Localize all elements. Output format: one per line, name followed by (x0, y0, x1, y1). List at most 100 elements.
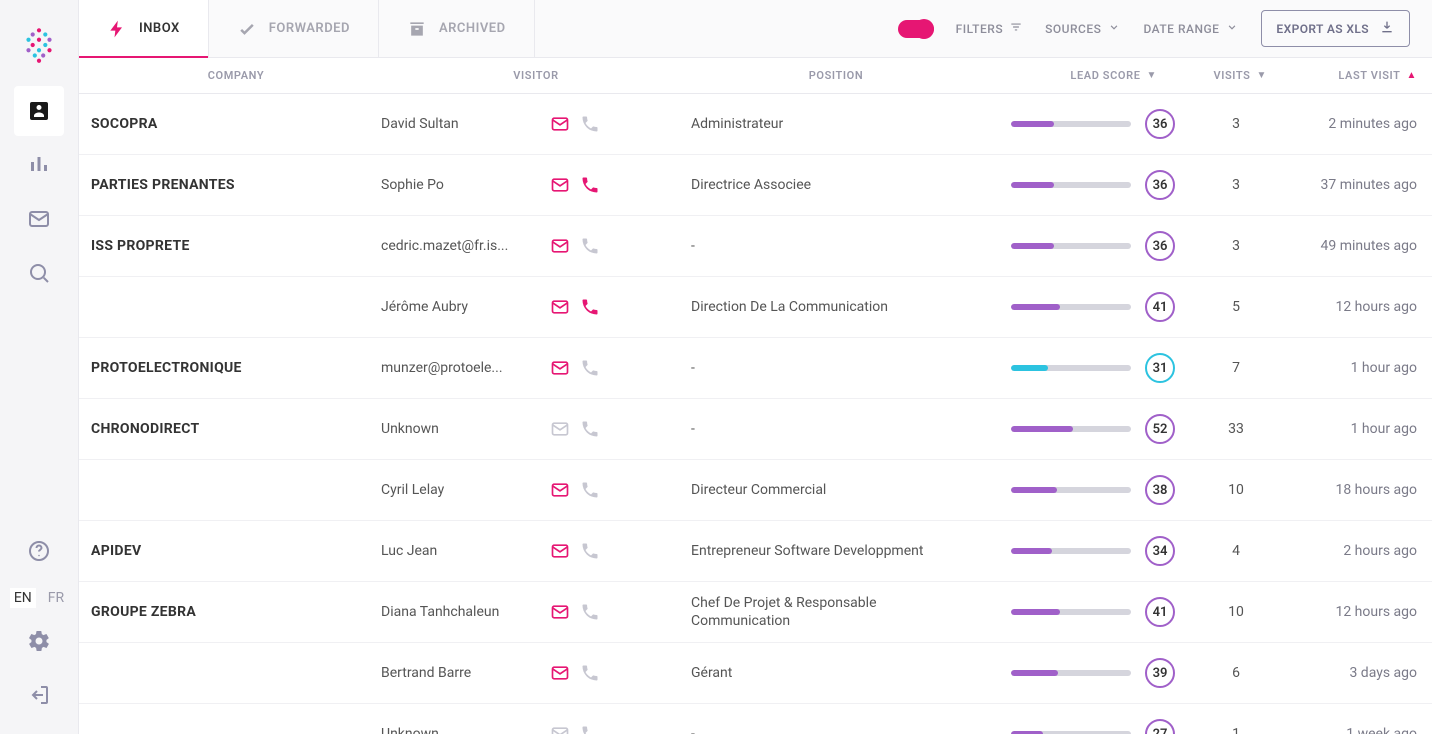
lead-score-badge: 36 (1145, 109, 1175, 139)
lead-score-cell: 52 (981, 414, 1181, 444)
mail-icon[interactable] (550, 480, 570, 500)
contact-icons (550, 236, 600, 256)
lead-score-badge: 27 (1145, 719, 1175, 734)
table-row[interactable]: PROTOELECTRONIQUEmunzer@protoele...-3171… (79, 338, 1432, 399)
lead-score-cell: 36 (981, 231, 1181, 261)
col-last-visit[interactable]: LAST VISIT▲ (1291, 69, 1432, 82)
lang-fr[interactable]: FR (44, 588, 68, 608)
phone-icon[interactable] (580, 297, 600, 317)
phone-icon (580, 236, 600, 256)
filters-button[interactable]: FILTERS (956, 20, 1023, 37)
visitor-name: cedric.mazet@fr.is... (381, 238, 536, 254)
last-visit-cell: 1 hour ago (1291, 421, 1432, 437)
mail-icon[interactable] (550, 541, 570, 561)
table-row[interactable]: Bertrand BarreGérant3963 days ago (79, 643, 1432, 704)
last-visit-cell: 18 hours ago (1291, 482, 1432, 498)
visitor-name: David Sultan (381, 116, 536, 132)
chevron-down-icon (1225, 20, 1239, 37)
lead-score-cell: 41 (981, 597, 1181, 627)
mail-icon[interactable] (550, 358, 570, 378)
visits-cell: 3 (1181, 177, 1291, 193)
lead-score-bar (1011, 670, 1131, 676)
live-toggle[interactable] (898, 20, 934, 38)
col-lead-score[interactable]: LEAD SCORE▼ (981, 69, 1181, 82)
mail-icon[interactable] (550, 236, 570, 256)
table-row[interactable]: PARTIES PRENANTESSophie PoDirectrice Ass… (79, 155, 1432, 216)
phone-icon (580, 724, 600, 734)
check-icon (237, 19, 257, 39)
lead-score-bar (1011, 243, 1131, 249)
sources-label: SOURCES (1045, 22, 1101, 36)
mail-icon[interactable] (550, 297, 570, 317)
mail-icon[interactable] (550, 175, 570, 195)
contact-icons (550, 358, 600, 378)
table-row[interactable]: GROUPE ZEBRADiana TanhchaleunChef De Pro… (79, 582, 1432, 643)
visitor-name: Unknown (381, 421, 536, 437)
lang-en[interactable]: EN (10, 588, 36, 608)
col-position[interactable]: POSITION (691, 69, 981, 82)
visitor-name: Bertrand Barre (381, 665, 536, 681)
mail-icon[interactable] (550, 114, 570, 134)
nav-item-logout[interactable] (14, 670, 64, 720)
nav-item-help[interactable] (14, 526, 64, 576)
table-row[interactable]: CHRONODIRECTUnknown-52331 hour ago (79, 399, 1432, 460)
visitor-name: Cyril Lelay (381, 482, 536, 498)
tab-inbox[interactable]: INBOX (79, 0, 209, 57)
visitor-name: Jérôme Aubry (381, 299, 536, 315)
table-row[interactable]: Jérôme AubryDirection De La Communicatio… (79, 277, 1432, 338)
phone-icon (580, 480, 600, 500)
mail-icon[interactable] (550, 663, 570, 683)
visits-cell: 10 (1181, 482, 1291, 498)
phone-icon (580, 602, 600, 622)
mail-icon[interactable] (550, 602, 570, 622)
nav-item-contacts[interactable] (14, 86, 64, 136)
export-xls-button[interactable]: EXPORT AS XLS (1261, 10, 1410, 47)
table-row[interactable]: SOCOPRADavid SultanAdministrateur3632 mi… (79, 94, 1432, 155)
lead-score-badge: 38 (1145, 475, 1175, 505)
tab-forwarded-label: FORWARDED (269, 21, 350, 36)
date-range-button[interactable]: DATE RANGE (1143, 20, 1239, 37)
company-cell: CHRONODIRECT (91, 421, 381, 437)
lead-score-cell: 38 (981, 475, 1181, 505)
table-header: COMPANY VISITOR POSITION LEAD SCORE▼ VIS… (79, 58, 1432, 94)
contact-icons (550, 419, 600, 439)
sources-button[interactable]: SOURCES (1045, 20, 1121, 37)
visitor-name: munzer@protoele... (381, 360, 536, 376)
lead-score-bar (1011, 548, 1131, 554)
tabs: INBOX FORWARDED ARCHIVED (79, 0, 535, 57)
col-visitor[interactable]: VISITOR (381, 69, 691, 82)
nav-item-settings[interactable] (14, 616, 64, 666)
lead-score-badge: 34 (1145, 536, 1175, 566)
contact-icons (550, 297, 600, 317)
nav-item-mail[interactable] (14, 194, 64, 244)
download-icon (1379, 19, 1395, 38)
col-company[interactable]: COMPANY (91, 69, 381, 82)
table-row[interactable]: Unknown-2711 week ago (79, 704, 1432, 734)
date-range-label: DATE RANGE (1143, 22, 1219, 36)
lead-score-cell: 41 (981, 292, 1181, 322)
visits-cell: 4 (1181, 543, 1291, 559)
col-visits[interactable]: VISITS▼ (1181, 69, 1291, 82)
sidebar: EN FR (0, 0, 78, 734)
last-visit-cell: 12 hours ago (1291, 299, 1432, 315)
tab-archived[interactable]: ARCHIVED (379, 0, 535, 57)
bolt-icon (107, 19, 127, 39)
phone-icon[interactable] (580, 175, 600, 195)
lead-score-badge: 31 (1145, 353, 1175, 383)
company-cell: APIDEV (91, 543, 381, 559)
table-row[interactable]: APIDEVLuc JeanEntrepreneur Software Deve… (79, 521, 1432, 582)
nav-item-search[interactable] (14, 248, 64, 298)
contact-icons (550, 480, 600, 500)
tab-forwarded[interactable]: FORWARDED (209, 0, 379, 57)
table-row[interactable]: ISS PROPRETEcedric.mazet@fr.is...-36349 … (79, 216, 1432, 277)
visits-cell: 6 (1181, 665, 1291, 681)
table-row[interactable]: Cyril LelayDirecteur Commercial381018 ho… (79, 460, 1432, 521)
phone-icon (580, 541, 600, 561)
company-cell: ISS PROPRETE (91, 238, 381, 254)
visitor-cell: Unknown (381, 419, 691, 439)
lead-score-bar (1011, 426, 1131, 432)
lead-score-cell: 34 (981, 536, 1181, 566)
nav-item-analytics[interactable] (14, 140, 64, 190)
contact-icons (550, 602, 600, 622)
visits-cell: 3 (1181, 238, 1291, 254)
